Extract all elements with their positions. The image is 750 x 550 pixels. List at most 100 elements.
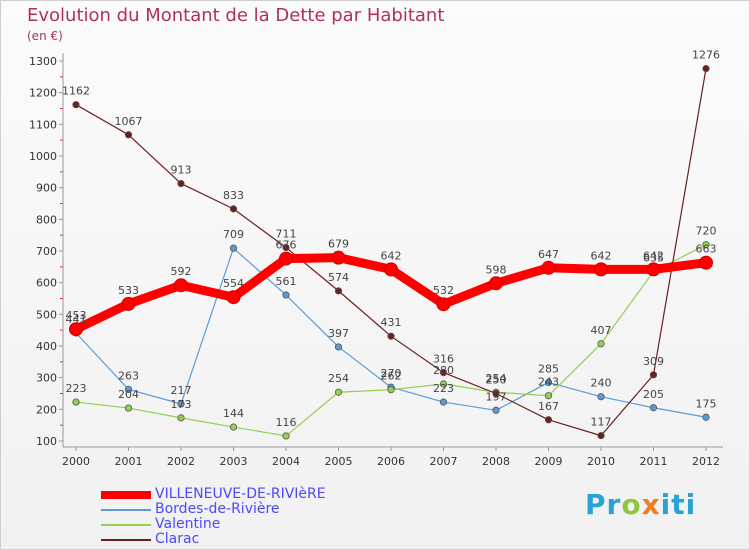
data-point <box>177 400 185 408</box>
legend-swatch <box>101 491 151 499</box>
data-point <box>594 262 608 277</box>
data-point <box>177 414 185 422</box>
data-label: 175 <box>696 397 717 410</box>
data-point <box>121 296 136 311</box>
x-tick-label: 2005 <box>325 455 353 468</box>
y-tick-label: 1000 <box>29 150 57 163</box>
x-tick-label: 2000 <box>62 455 90 468</box>
data-point <box>699 255 713 270</box>
data-label: 397 <box>328 327 349 340</box>
y-tick-label: 500 <box>36 308 57 321</box>
data-label: 262 <box>381 370 402 383</box>
data-point <box>226 290 241 305</box>
y-tick-label: 1100 <box>29 118 57 131</box>
data-label: 117 <box>591 416 612 429</box>
legend-label: Valentine <box>155 516 221 532</box>
data-label: 1067 <box>115 115 143 128</box>
data-label: 316 <box>433 353 454 366</box>
data-point <box>597 340 605 348</box>
data-label: 204 <box>118 388 139 401</box>
data-point <box>72 101 80 109</box>
y-tick-label: 1300 <box>29 55 57 68</box>
data-point <box>229 205 238 213</box>
data-point <box>279 251 293 266</box>
data-label: 223 <box>66 382 87 395</box>
y-tick-label: 100 <box>36 435 57 448</box>
data-point <box>387 386 395 394</box>
data-point <box>436 297 451 312</box>
y-tick-label: 400 <box>36 340 57 353</box>
data-point <box>544 416 553 424</box>
data-point <box>649 404 658 412</box>
data-label: 254 <box>328 372 349 385</box>
data-point <box>229 244 238 252</box>
data-point <box>544 392 553 400</box>
legend-label: VILLENEUVE-DE-RIVIèRE <box>155 486 326 502</box>
y-tick-label: 900 <box>36 182 57 195</box>
x-tick-label: 2009 <box>535 455 563 468</box>
data-label: 561 <box>276 275 297 288</box>
data-point <box>597 432 605 440</box>
data-label: 167 <box>538 400 559 413</box>
y-tick-label: 200 <box>36 403 57 416</box>
data-point <box>702 65 710 73</box>
legend-label: Clarac <box>155 531 200 547</box>
data-label: 263 <box>118 369 139 382</box>
data-point <box>124 404 133 412</box>
data-point <box>387 332 395 340</box>
data-label: 720 <box>696 225 717 238</box>
data-point <box>384 262 398 277</box>
data-label: 441 <box>66 313 87 326</box>
data-point <box>334 388 343 396</box>
data-label: 533 <box>118 284 139 297</box>
data-point <box>334 343 343 351</box>
line-chart: 100 200 300 400 500 600 700 800 900 1000 1100 1200 1… <box>29 49 723 468</box>
data-point <box>541 260 556 275</box>
proxiti-logo: Proxiti <box>585 488 697 521</box>
data-point <box>492 389 500 398</box>
data-point <box>439 380 448 388</box>
data-label: 711 <box>276 228 297 241</box>
data-point <box>646 262 661 277</box>
legend-swatch <box>101 509 151 511</box>
data-label: 205 <box>643 388 664 401</box>
data-point <box>229 423 238 431</box>
y-tick-label: 700 <box>36 245 57 258</box>
data-label: 676 <box>276 239 297 252</box>
y-tick-label: 1200 <box>29 87 57 100</box>
data-label: 642 <box>643 249 664 262</box>
data-point <box>282 243 290 252</box>
data-point <box>439 368 448 377</box>
data-label: 642 <box>381 249 402 262</box>
data-label: 407 <box>591 324 612 337</box>
data-label: 453 <box>66 309 87 322</box>
data-point <box>282 291 290 299</box>
data-label: 642 <box>591 249 612 262</box>
legend-swatch <box>101 539 151 541</box>
x-tick-label: 2007 <box>430 455 458 468</box>
x-tick-label: 2012 <box>692 455 720 468</box>
y-tick-label: 300 <box>36 372 57 385</box>
data-point <box>649 371 658 379</box>
data-label: 144 <box>223 407 244 420</box>
data-point <box>174 278 188 293</box>
data-label: 647 <box>538 248 559 261</box>
data-point <box>282 432 290 440</box>
data-label: 833 <box>223 189 244 202</box>
x-tick-label: 2002 <box>167 455 195 468</box>
data-label: 913 <box>171 164 192 177</box>
chart-title: Evolution du Montant de la Dette par Hab… <box>27 5 445 26</box>
chart-subtitle: (en €) <box>27 29 63 43</box>
data-label: 285 <box>538 362 559 375</box>
data-label: 635 <box>643 252 664 265</box>
data-label: 592 <box>171 265 192 278</box>
data-point <box>124 131 133 139</box>
data-label: 250 <box>486 374 507 387</box>
data-label: 116 <box>276 416 297 429</box>
data-label: 309 <box>643 355 664 368</box>
data-label: 270 <box>381 367 402 380</box>
data-label: 197 <box>486 390 507 403</box>
data-label: 1162 <box>62 85 90 98</box>
data-label: 709 <box>223 228 244 241</box>
